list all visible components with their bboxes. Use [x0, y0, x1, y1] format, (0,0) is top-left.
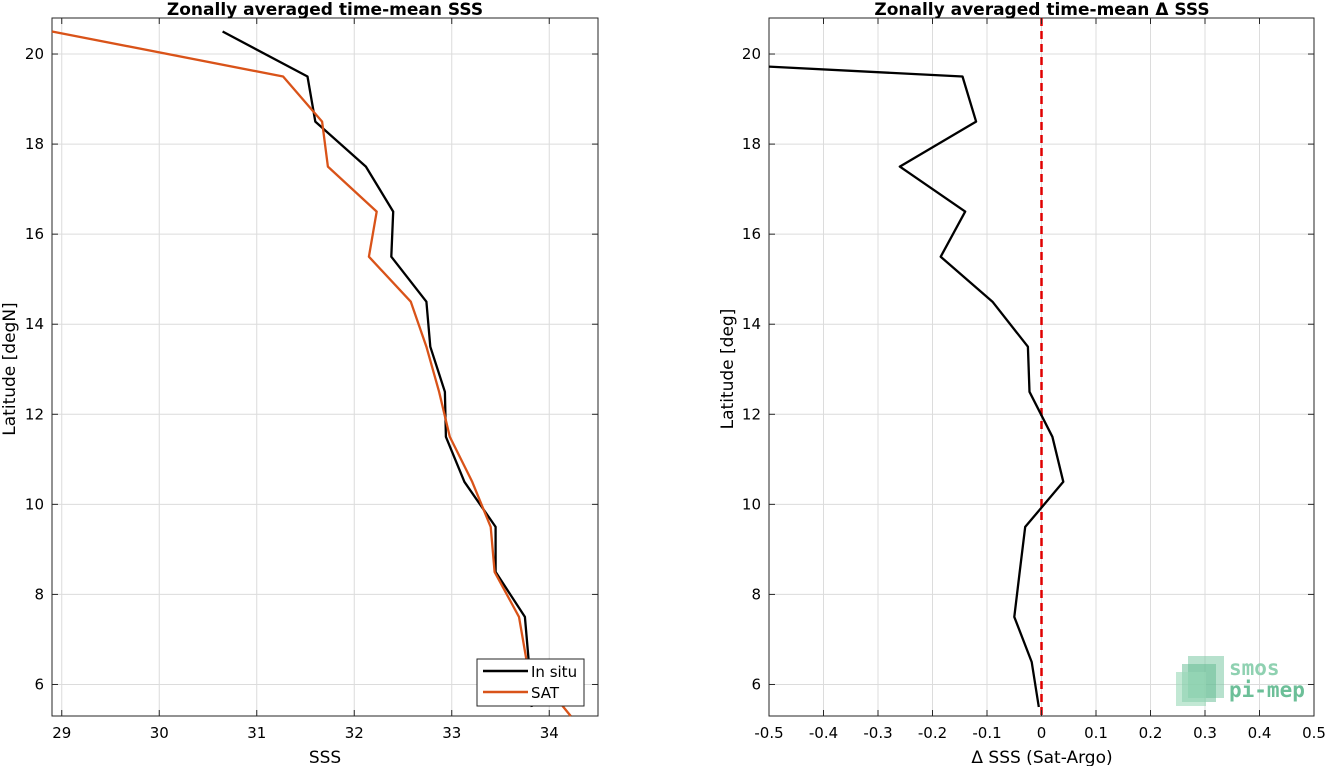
legend-label-in-situ: In situ	[531, 663, 577, 681]
ticks: 29 30 31 32 33 34 6 8 10 12 14 16 18 20	[25, 18, 598, 742]
x-tick-label: -0.5	[754, 724, 783, 742]
delta-sss-panel: -0.5 -0.4 -0.3 -0.2 -0.1 0 0.1 0.2 0.3 0.4 0.5 6 8 10…	[718, 0, 1326, 766]
legend-box	[476, 658, 585, 707]
y-tick-label: 6	[34, 675, 44, 693]
x-tick-label: 31	[247, 724, 266, 742]
x-tick-label: 30	[150, 724, 169, 742]
x-axis-label: Δ SSS (Sat-Argo)	[971, 748, 1112, 766]
logo-text-smos: smos	[1229, 656, 1280, 680]
legend-label-sat: SAT	[531, 684, 560, 702]
x-tick-label: 0.1	[1084, 724, 1108, 742]
y-tick-label: 14	[25, 315, 44, 333]
x-tick-label: 33	[442, 724, 461, 742]
y-tick-label: 16	[25, 225, 44, 243]
y-axis-label: Latitude [degN]	[0, 302, 20, 435]
y-tick-label: 20	[742, 45, 761, 63]
logo-text-pi-mep: pi-mep	[1229, 678, 1305, 702]
sss-profile-panel: 29 30 31 32 33 34 6 8 10 12 14 16 18 20 Zonally avera…	[0, 0, 599, 766]
series-line-delta-sss	[768, 65, 1065, 708]
smos-pi-mep-logo: smos pi-mep	[1176, 656, 1305, 706]
logo-mark-front	[1176, 672, 1206, 706]
x-tick-label: 32	[345, 724, 364, 742]
legend: In situ SAT	[476, 658, 585, 707]
series-layer	[51, 30, 572, 717]
y-tick-label: 16	[742, 225, 761, 243]
series-line-in-situ	[222, 30, 533, 708]
x-tick-label: 0.5	[1302, 724, 1326, 742]
x-tick-label: -0.1	[972, 724, 1001, 742]
series-line-sat	[51, 30, 572, 717]
y-tick-label: 8	[34, 585, 44, 603]
y-tick-label: 18	[25, 135, 44, 153]
x-tick-label: 34	[540, 724, 559, 742]
x-tick-label: 0	[1037, 724, 1047, 742]
x-axis-label: SSS	[309, 748, 341, 766]
x-tick-label: 29	[52, 724, 71, 742]
y-tick-label: 12	[742, 405, 761, 423]
y-axis-label: Latitude [deg]	[718, 309, 738, 430]
plot-frame	[51, 17, 599, 717]
chart-title: Zonally averaged time-mean SSS	[167, 0, 483, 20]
chart-title: Zonally averaged time-mean Δ SSS	[874, 0, 1209, 20]
y-tick-label: 8	[751, 585, 761, 603]
y-tick-label: 10	[25, 495, 44, 513]
ticks: -0.5 -0.4 -0.3 -0.2 -0.1 0 0.1 0.2 0.3 0.4 0.5 6 8 10…	[742, 18, 1326, 742]
y-tick-label: 6	[751, 675, 761, 693]
y-tick-label: 10	[742, 495, 761, 513]
series-layer	[768, 18, 1065, 716]
x-tick-label: 0.2	[1139, 724, 1163, 742]
y-tick-label: 20	[25, 45, 44, 63]
y-tick-label: 12	[25, 405, 44, 423]
x-tick-label: 0.3	[1193, 724, 1217, 742]
x-tick-label: -0.3	[863, 724, 892, 742]
y-tick-label: 14	[742, 315, 761, 333]
x-tick-label: -0.4	[809, 724, 838, 742]
x-tick-label: 0.4	[1248, 724, 1272, 742]
y-tick-label: 18	[742, 135, 761, 153]
x-tick-label: -0.2	[918, 724, 947, 742]
